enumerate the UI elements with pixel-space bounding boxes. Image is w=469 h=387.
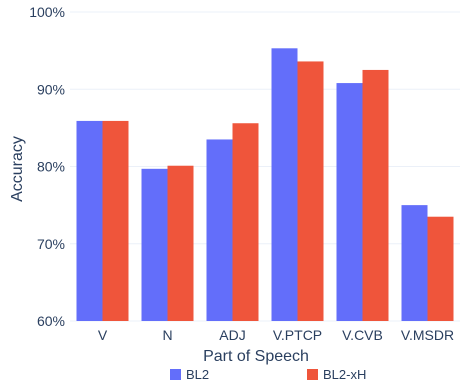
- legend-label-bl2-xh: BL2-xH: [323, 367, 366, 382]
- bar-bl2-v-cvb: [336, 83, 363, 321]
- x-tick-label: V.PTCP: [273, 327, 322, 343]
- y-grid: [70, 11, 460, 322]
- bar-bl2-xh-v: [102, 120, 129, 321]
- bar-bl2-xh-v-msdr: [427, 216, 454, 321]
- bars: [76, 48, 454, 322]
- x-tick-label: V.MSDR: [401, 327, 454, 343]
- x-tick-label: V.CVB: [342, 327, 383, 343]
- x-tick-label: ADJ: [219, 327, 245, 343]
- legend: BL2 BL2-xH: [170, 367, 366, 382]
- x-tick-label: V: [98, 327, 108, 343]
- bar-bl2-xh-adj: [232, 123, 259, 322]
- x-tick-label: N: [162, 327, 172, 343]
- y-tick-label: 100%: [29, 4, 65, 20]
- bar-bl2-v-ptcp: [271, 48, 298, 322]
- y-tick-label: 70%: [37, 236, 65, 252]
- y-tick-labels: 60% 70% 80% 90% 100%: [29, 4, 65, 329]
- bar-bl2-n: [141, 168, 168, 321]
- legend-label-bl2: BL2: [186, 367, 209, 382]
- legend-swatch-bl2: [170, 369, 181, 380]
- y-tick-label: 90%: [37, 81, 65, 97]
- x-tick-labels: V N ADJ V.PTCP V.CVB V.MSDR: [98, 327, 454, 343]
- bar-bl2-xh-v-ptcp: [297, 61, 324, 321]
- bar-bl2-xh-n: [167, 165, 194, 321]
- bar-bl2-xh-v-cvb: [362, 69, 389, 321]
- y-tick-label: 80%: [37, 159, 65, 175]
- x-axis-title: Part of Speech: [203, 348, 309, 365]
- y-tick-label: 60%: [37, 313, 65, 329]
- bar-bl2-v-msdr: [401, 205, 428, 321]
- legend-swatch-bl2-xh: [307, 369, 318, 380]
- bar-bl2-v: [76, 120, 103, 321]
- bar-bl2-adj: [206, 139, 233, 321]
- y-axis-title: Accuracy: [9, 136, 26, 202]
